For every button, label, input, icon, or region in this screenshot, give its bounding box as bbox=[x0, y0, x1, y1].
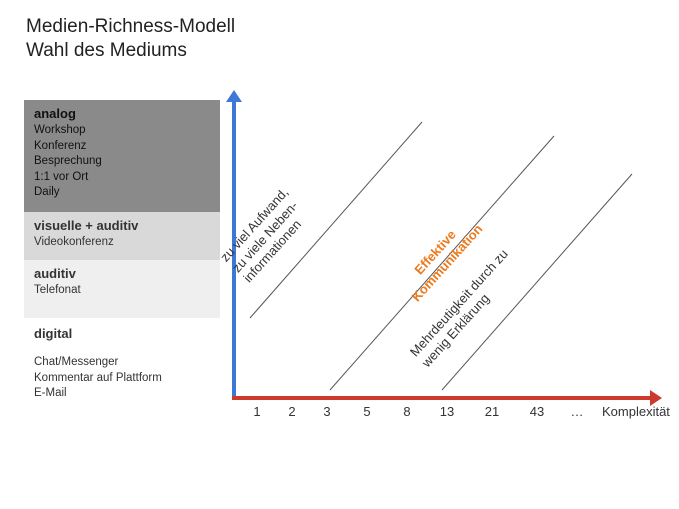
legend-title-visual: visuelle + auditiv bbox=[34, 218, 210, 233]
x-axis-title: Komplexität bbox=[602, 404, 670, 419]
legend-box-visual: visuelle + auditiv Videokonferenz bbox=[24, 212, 220, 260]
x-tick: 8 bbox=[403, 404, 410, 419]
legend-item: Daily bbox=[34, 185, 210, 201]
x-tick: 43 bbox=[530, 404, 544, 419]
legend-box-digital: digital Chat/Messenger Kommentar auf Pla… bbox=[24, 318, 220, 410]
x-tick: 3 bbox=[323, 404, 330, 419]
x-tick: 21 bbox=[485, 404, 499, 419]
page-title: Medien-Richness-Modell bbox=[26, 16, 235, 38]
legend-title-analog: analog bbox=[34, 106, 210, 121]
legend-item: Konferenz bbox=[34, 139, 210, 155]
legend: analog Workshop Konferenz Besprechung 1:… bbox=[24, 100, 220, 410]
x-tick: 2 bbox=[288, 404, 295, 419]
legend-item: Videokonferenz bbox=[34, 235, 210, 251]
legend-item: E-Mail bbox=[34, 386, 210, 402]
legend-item: Kommentar auf Plattform bbox=[34, 371, 210, 387]
chart-area: zu viel Aufwand, zu viele Neben- informa… bbox=[232, 100, 662, 400]
legend-item: Besprechung bbox=[34, 154, 210, 170]
x-tick: 5 bbox=[363, 404, 370, 419]
legend-item: Workshop bbox=[34, 123, 210, 139]
legend-item: Telefonat bbox=[34, 283, 210, 299]
x-tick: 13 bbox=[440, 404, 454, 419]
legend-item: Chat/Messenger bbox=[34, 355, 210, 371]
legend-box-analog: analog Workshop Konferenz Besprechung 1:… bbox=[24, 100, 220, 212]
legend-box-auditiv: auditiv Telefonat bbox=[24, 260, 220, 318]
legend-title-auditiv: auditiv bbox=[34, 266, 210, 281]
legend-item: 1:1 vor Ort bbox=[34, 170, 210, 186]
page-subtitle: Wahl des Mediums bbox=[26, 40, 187, 62]
page: Medien-Richness-Modell Wahl des Mediums … bbox=[0, 0, 679, 509]
x-tick: 1 bbox=[253, 404, 260, 419]
x-tick: … bbox=[571, 404, 584, 419]
legend-title-digital: digital bbox=[34, 326, 210, 341]
